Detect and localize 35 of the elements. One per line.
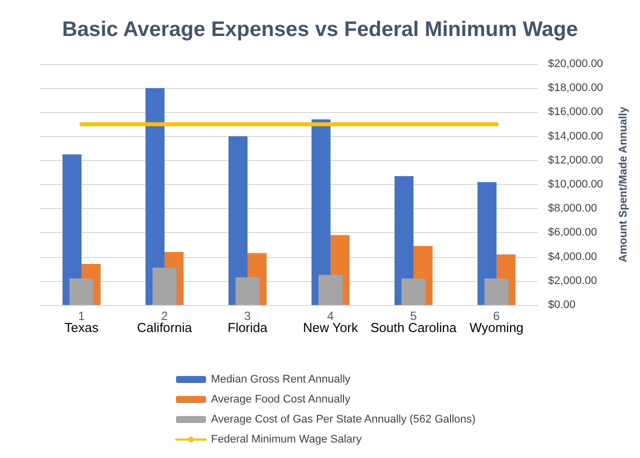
legend-label: Average Food Cost Annually [211, 394, 351, 406]
y-tick-label: $0.00 [548, 299, 576, 311]
bar [484, 278, 508, 305]
bar [152, 268, 176, 305]
y-tick-label: $14,000.00 [548, 130, 604, 142]
x2-tick-label: 1 [78, 309, 86, 323]
y-tick-label: $16,000.00 [548, 106, 604, 118]
bar [402, 278, 426, 305]
bar [236, 277, 260, 305]
y-tick-label: $2,000.00 [548, 274, 597, 287]
x-tick-label: South Carolina [370, 320, 458, 335]
x2-tick-label: 6 [493, 309, 500, 323]
y-tick-label: $8,000.00 [548, 202, 597, 215]
legend-label: Federal Minimum Wage Salary [211, 434, 362, 446]
y-tick-label: $6,000.00 [548, 226, 597, 239]
x-tick-label: Florida [228, 320, 268, 335]
y-axis-title: Amount Spent/Made Annually [618, 106, 630, 262]
x-tick-label: California [137, 320, 193, 335]
y-tick-label: $18,000.00 [548, 82, 604, 94]
legend-label: Average Cost of Gas Per State Annually (562 Gallons) [211, 414, 476, 426]
legend-label: Median Gross Rent Annually [211, 374, 351, 386]
x-tick-label: Wyoming [469, 320, 524, 335]
x-tick-label: New York [303, 320, 358, 335]
x2-tick-label: 5 [410, 309, 418, 323]
y-tick-label: $10,000.00 [548, 178, 604, 190]
chart-title: Basic Average Expenses vs Federal Minimum Wage [62, 18, 578, 41]
bar [70, 278, 94, 305]
x2-tick-label: 2 [161, 309, 168, 323]
y-tick-label: $4,000.00 [548, 250, 597, 263]
x2-tick-label: 3 [244, 309, 252, 323]
x-tick-label: Texas [64, 320, 99, 335]
x2-tick-label: 4 [327, 309, 334, 323]
y-tick-label: $12,000.00 [548, 154, 604, 166]
bar [318, 274, 342, 305]
y-tick-label: $20,000.00 [548, 58, 604, 70]
